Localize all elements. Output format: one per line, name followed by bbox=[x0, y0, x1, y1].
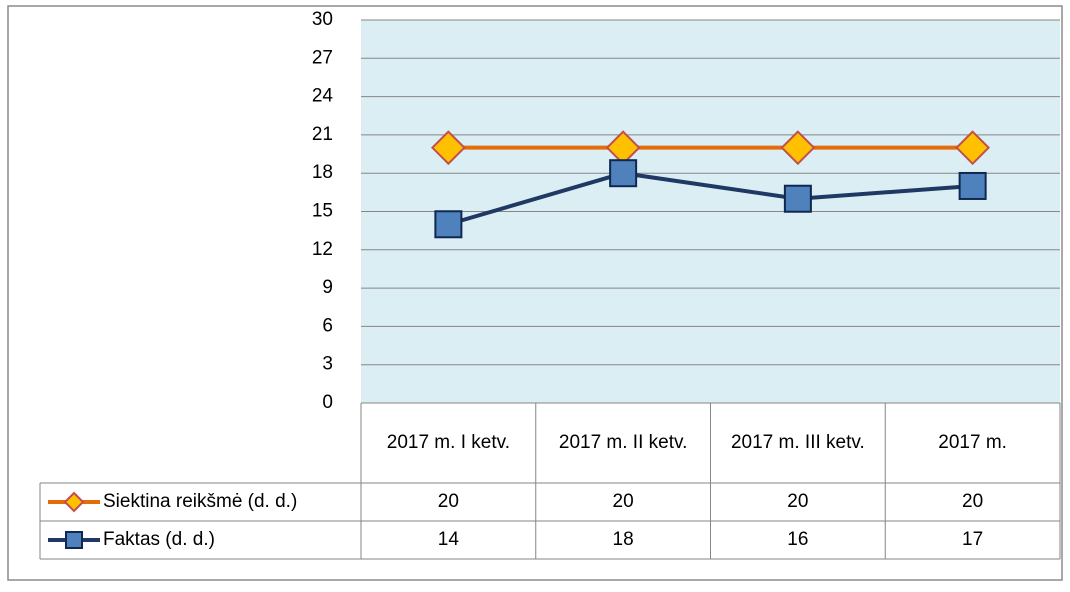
x-tick-label-box: 2017 m. III ketv. bbox=[730, 432, 865, 453]
x-tick-label-box: 2017 m. II ketv. bbox=[558, 432, 688, 453]
table-value: 20 bbox=[613, 491, 634, 512]
y-tick-label: 18 bbox=[312, 162, 333, 183]
legend-marker bbox=[63, 491, 85, 513]
legend-marker bbox=[65, 531, 83, 549]
point bbox=[783, 184, 812, 213]
point bbox=[955, 130, 991, 166]
x-tick-label: 2017 m. II ketv. bbox=[558, 432, 688, 453]
x-tick-label-box: 2017 m. I ketv. bbox=[386, 432, 510, 453]
y-tick-label: 6 bbox=[322, 315, 333, 336]
x-tick-label-box: 2017 m. bbox=[938, 432, 1007, 453]
y-tick-label: 3 bbox=[322, 354, 333, 375]
point bbox=[958, 171, 987, 200]
table-value: 20 bbox=[962, 491, 983, 512]
x-tick-label: 2017 m. I ketv. bbox=[386, 432, 510, 453]
x-tick-label: 2017 m. bbox=[938, 432, 1007, 453]
legend-label: Faktas (d. d.) bbox=[103, 529, 215, 550]
legend-label: Siektina reikšmė (d. d.) bbox=[103, 491, 297, 512]
series-line bbox=[447, 171, 973, 227]
y-tick-label: 15 bbox=[312, 201, 333, 222]
y-tick-label: 12 bbox=[312, 239, 333, 260]
table-value: 20 bbox=[438, 491, 459, 512]
table-value: 14 bbox=[438, 529, 460, 550]
y-tick-label: 27 bbox=[312, 47, 333, 68]
point bbox=[780, 130, 816, 166]
point bbox=[609, 159, 638, 188]
x-tick-label: 2017 m. III ketv. bbox=[730, 432, 865, 453]
point bbox=[434, 210, 463, 239]
table-value: 18 bbox=[613, 529, 634, 550]
point bbox=[430, 130, 466, 166]
table-value: 16 bbox=[787, 529, 808, 550]
y-tick-label: 0 bbox=[322, 392, 333, 413]
table-value: 17 bbox=[962, 529, 983, 550]
y-tick-label: 9 bbox=[322, 277, 333, 298]
y-tick-label: 24 bbox=[312, 86, 334, 107]
table-value: 20 bbox=[787, 491, 808, 512]
y-tick-label: 21 bbox=[312, 124, 333, 145]
y-tick-label: 30 bbox=[312, 9, 333, 30]
